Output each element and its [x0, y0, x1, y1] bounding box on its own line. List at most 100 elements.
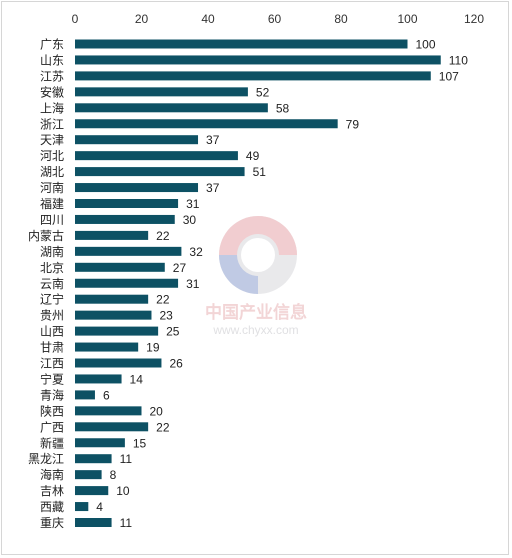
bar [75, 502, 89, 512]
category-label: 黑龙江 [28, 452, 64, 466]
bar [75, 119, 338, 129]
data-label: 19 [146, 341, 160, 355]
category-label: 海南 [40, 467, 64, 482]
data-label: 22 [156, 293, 170, 307]
category-label: 河北 [40, 149, 64, 163]
x-tick-label: 100 [397, 12, 417, 26]
category-label: 新疆 [40, 435, 64, 450]
category-label: 北京 [40, 261, 64, 275]
bar [75, 470, 102, 480]
bar [75, 358, 162, 368]
category-label: 甘肃 [40, 341, 64, 355]
category-label: 安徽 [40, 84, 64, 99]
category-label: 上海 [40, 100, 64, 115]
category-label: 河南 [40, 180, 64, 195]
x-tick-label: 0 [72, 12, 79, 26]
category-label: 吉林 [40, 484, 64, 498]
data-label: 15 [133, 436, 147, 450]
category-label: 山西 [40, 325, 64, 339]
category-label: 西藏 [40, 500, 64, 514]
x-tick-label: 80 [334, 12, 348, 26]
data-label: 52 [256, 85, 270, 99]
data-label: 22 [156, 420, 170, 434]
bar [75, 342, 139, 352]
data-label: 4 [96, 500, 103, 514]
data-label: 30 [183, 213, 197, 227]
data-label: 23 [159, 309, 173, 323]
x-axis: 0 20 40 60 80 100 120 [72, 12, 485, 26]
category-label: 江苏 [40, 69, 64, 83]
data-label: 8 [110, 468, 117, 482]
data-label: 37 [206, 181, 220, 195]
data-label: 31 [186, 197, 200, 211]
bars: 广东 100 山东 110 江苏 107 安徽 52 上海 58 浙江 79 天津 37 河北 49 湖北 51 河… [28, 38, 468, 531]
category-label: 重庆 [40, 516, 64, 530]
category-label: 山东 [40, 53, 64, 67]
data-label: 51 [253, 165, 267, 179]
data-label: 32 [189, 245, 203, 259]
bar [75, 39, 408, 49]
x-tick-label: 20 [135, 12, 149, 26]
bar [75, 486, 109, 496]
bar [75, 406, 142, 416]
bar [75, 518, 112, 527]
category-label: 青海 [40, 387, 64, 402]
data-label: 20 [150, 404, 164, 418]
bar [75, 167, 245, 177]
data-label: 37 [206, 133, 220, 147]
category-label: 湖北 [40, 164, 64, 179]
bar [75, 55, 441, 65]
watermark: 中国产业信息 www.chyxx.com [205, 216, 307, 337]
bar [75, 294, 149, 304]
category-label: 宁夏 [40, 371, 64, 386]
bar [75, 214, 175, 224]
bar [75, 326, 159, 336]
watermark-logo-top [219, 216, 297, 255]
bar [75, 103, 268, 113]
bar [75, 278, 179, 288]
bar [75, 422, 149, 432]
data-label: 10 [116, 484, 130, 498]
data-label: 79 [346, 117, 360, 131]
data-label: 110 [449, 53, 468, 67]
watermark-url: www.chyxx.com [212, 323, 298, 337]
x-tick-label: 60 [268, 12, 282, 26]
category-label: 湖南 [40, 244, 64, 259]
bar [75, 151, 238, 161]
x-tick-label: 40 [201, 12, 215, 26]
category-label: 福建 [40, 196, 64, 211]
x-tick-label: 120 [464, 12, 484, 26]
bar [75, 262, 165, 272]
data-label: 6 [103, 388, 110, 402]
bar [75, 199, 179, 208]
category-label: 陕西 [40, 403, 64, 418]
watermark-logo-center [241, 238, 275, 272]
category-label: 云南 [40, 276, 64, 291]
category-label: 浙江 [40, 117, 64, 131]
data-label: 11 [120, 452, 133, 466]
category-label: 辽宁 [40, 292, 64, 307]
category-label: 江西 [40, 357, 64, 371]
category-label: 广西 [40, 420, 64, 434]
data-label: 11 [120, 516, 133, 530]
data-label: 31 [186, 277, 200, 291]
category-label: 贵州 [40, 309, 64, 323]
data-label: 58 [276, 101, 290, 115]
data-label: 107 [439, 69, 459, 83]
category-label: 广东 [40, 38, 64, 52]
bar [75, 135, 199, 145]
data-label: 27 [173, 261, 187, 275]
category-label: 四川 [40, 213, 64, 227]
data-label: 49 [246, 149, 260, 163]
data-label: 22 [156, 229, 170, 243]
bar [75, 87, 248, 97]
watermark-brand: 中国产业信息 [205, 302, 307, 323]
bar [75, 246, 182, 256]
bar [75, 454, 112, 464]
category-label: 天津 [40, 133, 64, 147]
bar [75, 230, 149, 240]
data-label: 100 [416, 38, 436, 52]
data-label: 25 [166, 325, 180, 339]
bar [75, 183, 199, 193]
